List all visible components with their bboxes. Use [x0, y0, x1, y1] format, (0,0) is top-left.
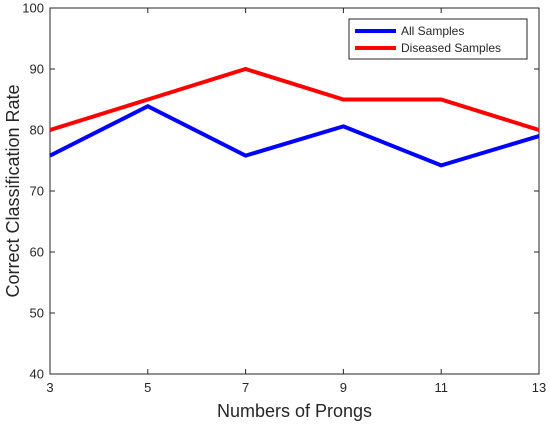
x-tick-label: 13	[532, 380, 546, 395]
y-axis-title: Correct Classification Rate	[3, 84, 23, 297]
data-point	[439, 163, 443, 167]
x-tick-label: 9	[340, 380, 347, 395]
y-tick-label: 40	[30, 367, 44, 382]
series-line-diseased-samples	[49, 66, 540, 132]
x-tick-label: 7	[242, 380, 249, 395]
data-point	[341, 98, 345, 102]
plot-area	[49, 7, 540, 375]
y-tick-label: 50	[30, 306, 44, 321]
x-tick-label: 3	[46, 380, 53, 395]
data-point	[146, 104, 150, 108]
data-point	[48, 128, 52, 132]
data-point	[244, 67, 248, 71]
x-tick-label: 5	[144, 380, 151, 395]
data-point	[48, 154, 52, 158]
y-tick-label: 60	[30, 245, 44, 260]
legend-box	[348, 18, 528, 60]
x-axis-title: Numbers of Prongs	[217, 401, 372, 421]
data-point	[439, 98, 443, 102]
y-tick-label: 70	[30, 184, 44, 199]
data-point	[146, 98, 150, 102]
series-line-all-samples	[49, 103, 540, 168]
series-lines	[48, 66, 541, 168]
y-axis-ticks: 40 50 60 70 80 90 100	[22, 1, 539, 382]
data-point	[341, 124, 345, 128]
x-tick-label: 11	[434, 380, 448, 395]
y-tick-label: 90	[30, 62, 44, 77]
x-axis-ticks: 3 5 7 9 11 13	[46, 8, 546, 395]
y-tick-label: 100	[22, 1, 44, 16]
data-point	[537, 128, 541, 132]
legend-label-all-samples: All Samples	[401, 24, 464, 38]
y-tick-label: 80	[30, 123, 44, 138]
legend-label-diseased-samples: Diseased Samples	[401, 41, 501, 55]
data-point	[537, 134, 541, 138]
legend: All Samples Diseased Samples	[348, 18, 528, 60]
data-point	[244, 154, 248, 158]
